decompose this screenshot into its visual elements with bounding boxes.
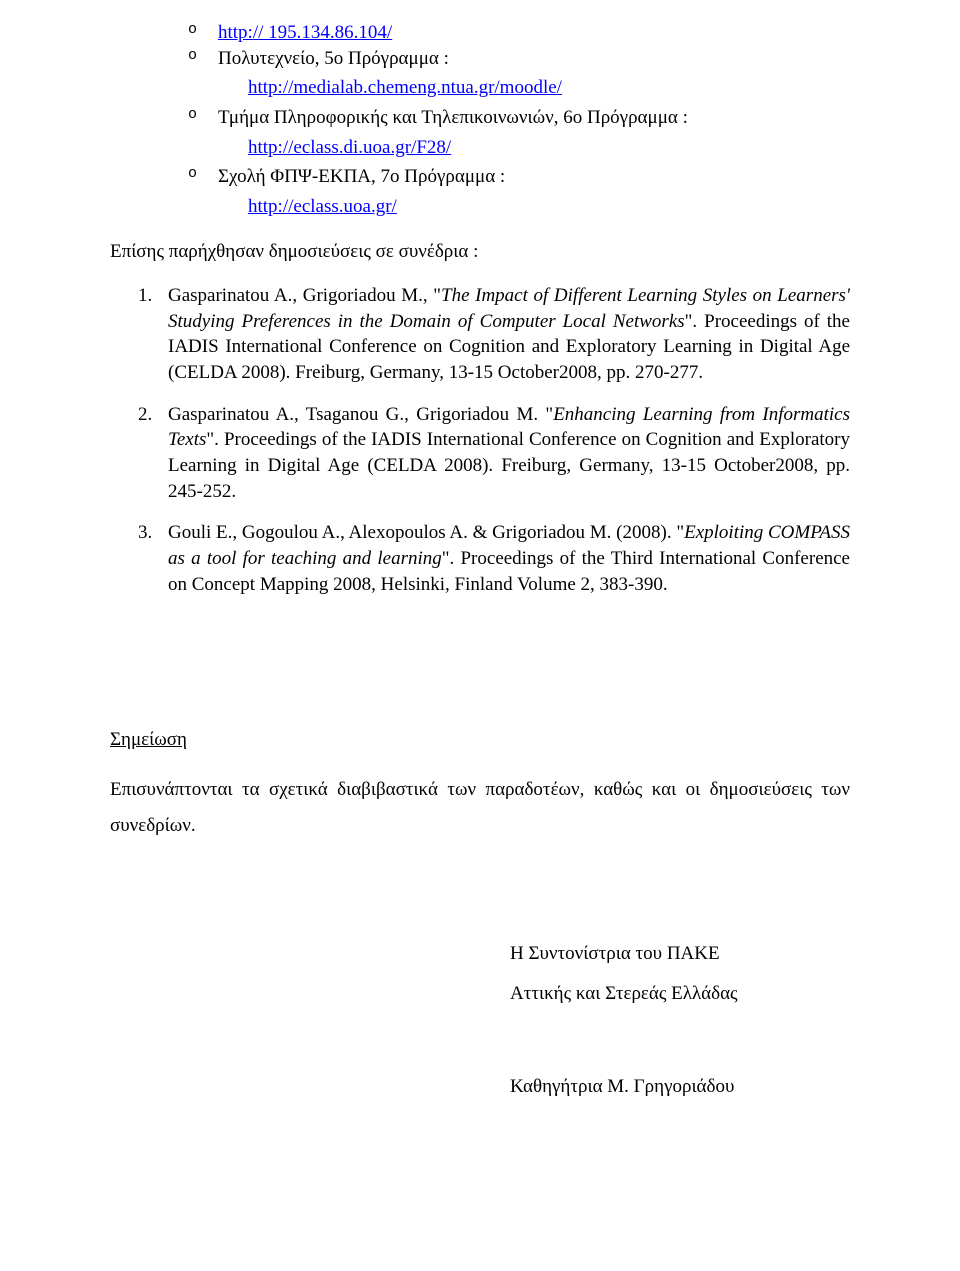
item-label: Τμήμα Πληροφορικής και Τηλεπικοινωνιών, … [218, 107, 688, 128]
list-item: Σχολή ΦΠΨ-ΕΚΠΑ, 7ο Πρόγραμμα : http://ec… [188, 164, 850, 219]
signature-block: Η Συντονίστρια του ΠΑΚΕ Αττικής και Στερ… [510, 934, 850, 1014]
note-title: Σημείωση [110, 727, 850, 753]
signature-line: Η Συντονίστρια του ΠΑΚΕ [510, 934, 850, 974]
ref-text: ". Proceedings of the IADIS Internationa… [168, 429, 850, 501]
resource-link[interactable]: http://eclass.uoa.gr/ [248, 196, 397, 217]
section-lead: Επίσης παρήχθησαν δημοσιεύσεις σε συνέδρ… [110, 239, 850, 265]
reference-item: Gouli E., Gogoulou A., Alexopoulos A. & … [138, 520, 850, 597]
list-item: Τμήμα Πληροφορικής και Τηλεπικοινωνιών, … [188, 105, 850, 160]
resource-link[interactable]: http://eclass.di.uoa.gr/F28/ [248, 137, 451, 158]
resource-sublist: http:// 195.134.86.104/ [188, 20, 850, 46]
note-body: Επισυνάπτονται τα σχετικά διαβιβαστικά τ… [110, 772, 850, 844]
reference-list: Gasparinatou A., Grigoriadou M., "The Im… [138, 283, 850, 597]
resource-sublist: Πολυτεχνείο, 5ο Πρόγραμμα : http://media… [188, 46, 850, 220]
list-item: http:// 195.134.86.104/ [188, 20, 850, 46]
reference-item: Gasparinatou A., Tsaganou G., Grigoriado… [138, 402, 850, 505]
list-item: Πολυτεχνείο, 5ο Πρόγραμμα : http://media… [188, 46, 850, 101]
item-label: Πολυτεχνείο, 5ο Πρόγραμμα : [218, 48, 449, 69]
reference-item: Gasparinatou A., Grigoriadou M., "The Im… [138, 283, 850, 386]
signature-line: Αττικής και Στερεάς Ελλάδας [510, 974, 850, 1014]
document-page: http:// 195.134.86.104/ Πολυτεχνείο, 5ο … [0, 0, 960, 1139]
item-label: Σχολή ΦΠΨ-ΕΚΠΑ, 7ο Πρόγραμμα : [218, 166, 505, 187]
resource-link[interactable]: http:// 195.134.86.104/ [218, 22, 392, 43]
ref-text: Gouli E., Gogoulou A., Alexopoulos A. & … [168, 522, 684, 543]
ref-text: Gasparinatou A., Tsaganou G., Grigoriado… [168, 404, 553, 425]
resource-link[interactable]: http://medialab.chemeng.ntua.gr/moodle/ [248, 77, 562, 98]
ref-text: Gasparinatou A., Grigoriadou M., " [168, 285, 441, 306]
signature-name: Καθηγήτρια Μ. Γρηγοριάδου [510, 1074, 850, 1100]
